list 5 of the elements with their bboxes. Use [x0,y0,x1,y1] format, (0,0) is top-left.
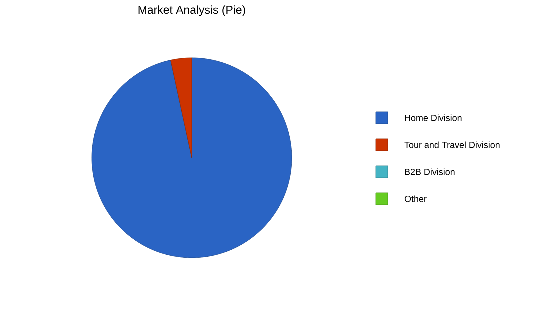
legend-label: Tour and Travel Division [404,142,500,148]
legend-label: Other [404,196,427,202]
legend-label: Home Division [405,114,462,122]
legend-label: B2B Division [405,168,455,176]
chart-title: Market Analysis (Pie) [138,6,246,16]
